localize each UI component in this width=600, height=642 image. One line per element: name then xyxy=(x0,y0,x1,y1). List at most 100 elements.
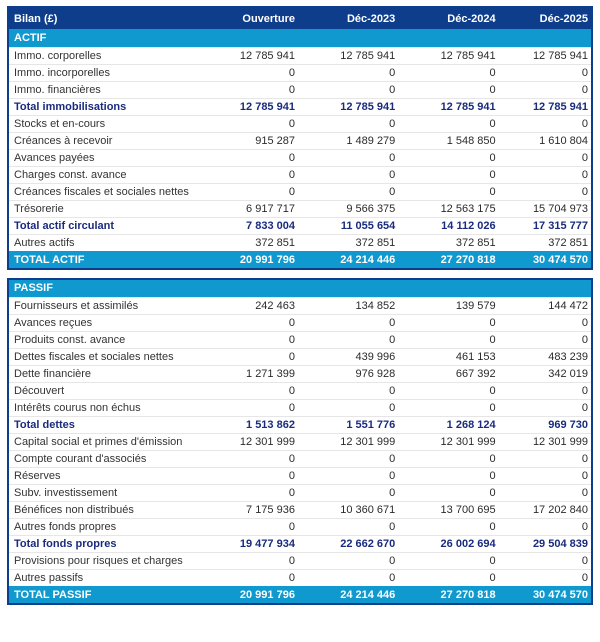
cell-value-dec-2025: 12 785 941 xyxy=(499,46,592,64)
table-row: Fournisseurs et assimilés 242 463 134 85… xyxy=(8,296,592,314)
total-value-dec-2023: 24 214 446 xyxy=(298,585,400,604)
cell-value-ouverture: 0 xyxy=(198,330,299,348)
header-row: Bilan (£) Ouverture Déc-2023 Déc-2024 Dé… xyxy=(8,7,592,29)
cell-value-dec-2024: 12 785 941 xyxy=(399,46,500,64)
cell-value-dec-2024: 0 xyxy=(399,63,500,81)
cell-value-dec-2025: 17 202 840 xyxy=(499,500,592,518)
cell-value-dec-2023: 0 xyxy=(298,466,400,484)
cell-value-ouverture: 242 463 xyxy=(198,296,299,314)
cell-value-ouverture: 0 xyxy=(198,165,299,183)
cell-value-dec-2023: 0 xyxy=(298,330,400,348)
table-row: Dettes fiscales et sociales nettes 0 439… xyxy=(8,347,592,365)
cell-value-dec-2024: 12 563 175 xyxy=(399,199,500,217)
cell-value-ouverture: 12 785 941 xyxy=(198,97,299,115)
cell-value-dec-2024: 461 153 xyxy=(399,347,500,365)
row-label: Total fonds propres xyxy=(8,534,199,552)
cell-value-dec-2023: 439 996 xyxy=(298,347,400,365)
cell-value-dec-2024: 0 xyxy=(399,148,500,166)
cell-value-dec-2024: 13 700 695 xyxy=(399,500,500,518)
table-row: Total dettes 1 513 862 1 551 776 1 268 1… xyxy=(8,415,592,433)
cell-value-ouverture: 0 xyxy=(198,517,299,535)
cell-value-ouverture: 0 xyxy=(198,466,299,484)
total-value-ouverture: 20 991 796 xyxy=(198,585,299,604)
cell-value-dec-2024: 0 xyxy=(399,568,500,586)
row-label: Créances fiscales et sociales nettes xyxy=(8,182,199,200)
cell-value-dec-2024: 0 xyxy=(399,80,500,98)
table-row: Compte courant d'associés 0 0 0 0 xyxy=(8,449,592,467)
cell-value-dec-2024: 0 xyxy=(399,381,500,399)
cell-value-dec-2025: 0 xyxy=(499,148,592,166)
total-value-dec-2025: 30 474 570 xyxy=(499,250,592,269)
row-label: Charges const. avance xyxy=(8,165,199,183)
cell-value-dec-2024: 26 002 694 xyxy=(399,534,500,552)
cell-value-ouverture: 1 271 399 xyxy=(198,364,299,382)
row-label: Réserves xyxy=(8,466,199,484)
table-row: Total actif circulant 7 833 004 11 055 6… xyxy=(8,216,592,234)
cell-value-dec-2025: 0 xyxy=(499,80,592,98)
cell-value-dec-2025: 15 704 973 xyxy=(499,199,592,217)
cell-value-dec-2024: 1 548 850 xyxy=(399,131,500,149)
column-header-ouverture: Ouverture xyxy=(198,7,299,29)
cell-value-dec-2025: 0 xyxy=(499,313,592,331)
cell-value-dec-2024: 0 xyxy=(399,466,500,484)
table-row: Avances payées 0 0 0 0 xyxy=(8,148,592,166)
cell-value-ouverture: 0 xyxy=(198,483,299,501)
row-label: Autres actifs xyxy=(8,233,199,251)
cell-value-ouverture: 7 175 936 xyxy=(198,500,299,518)
row-label: Découvert xyxy=(8,381,199,399)
cell-value-dec-2025: 17 315 777 xyxy=(499,216,592,234)
cell-value-dec-2025: 372 851 xyxy=(499,233,592,251)
balance-sheet-report: Bilan (£) Ouverture Déc-2023 Déc-2024 Dé… xyxy=(7,6,593,605)
row-label: Dettes fiscales et sociales nettes xyxy=(8,347,199,365)
row-label: Autres fonds propres xyxy=(8,517,199,535)
row-label: Immo. incorporelles xyxy=(8,63,199,81)
cell-value-ouverture: 915 287 xyxy=(198,131,299,149)
cell-value-dec-2023: 11 055 654 xyxy=(298,216,400,234)
cell-value-dec-2023: 0 xyxy=(298,148,400,166)
cell-value-dec-2023: 0 xyxy=(298,182,400,200)
cell-value-dec-2024: 667 392 xyxy=(399,364,500,382)
cell-value-dec-2024: 0 xyxy=(399,483,500,501)
balance-sheet-table-actif: Bilan (£) Ouverture Déc-2023 Déc-2024 Dé… xyxy=(7,6,593,270)
table-row: Intérêts courus non échus 0 0 0 0 xyxy=(8,398,592,416)
cell-value-dec-2025: 0 xyxy=(499,466,592,484)
cell-value-dec-2024: 0 xyxy=(399,449,500,467)
cell-value-dec-2025: 144 472 xyxy=(499,296,592,314)
row-label: Immo. financières xyxy=(8,80,199,98)
cell-value-dec-2023: 0 xyxy=(298,313,400,331)
cell-value-dec-2024: 0 xyxy=(399,398,500,416)
cell-value-dec-2024: 372 851 xyxy=(399,233,500,251)
cell-value-dec-2023: 12 785 941 xyxy=(298,97,400,115)
table-row: Subv. investissement 0 0 0 0 xyxy=(8,483,592,501)
section-gap xyxy=(7,270,593,278)
cell-value-ouverture: 0 xyxy=(198,63,299,81)
row-label: Autres passifs xyxy=(8,568,199,586)
cell-value-dec-2025: 0 xyxy=(499,568,592,586)
cell-value-dec-2025: 969 730 xyxy=(499,415,592,433)
table-row: Réserves 0 0 0 0 xyxy=(8,466,592,484)
cell-value-dec-2023: 12 301 999 xyxy=(298,432,400,450)
table-row: Capital social et primes d'émission 12 3… xyxy=(8,432,592,450)
cell-value-ouverture: 0 xyxy=(198,381,299,399)
table-row: Découvert 0 0 0 0 xyxy=(8,381,592,399)
section-band-passif: PASSIF xyxy=(8,279,592,297)
row-label: Total dettes xyxy=(8,415,199,433)
cell-value-dec-2023: 0 xyxy=(298,398,400,416)
table-row: Autres passifs 0 0 0 0 xyxy=(8,568,592,586)
cell-value-dec-2025: 0 xyxy=(499,114,592,132)
row-label: Provisions pour risques et charges xyxy=(8,551,199,569)
cell-value-ouverture: 6 917 717 xyxy=(198,199,299,217)
row-label: Fournisseurs et assimilés xyxy=(8,296,199,314)
table-row: Provisions pour risques et charges 0 0 0… xyxy=(8,551,592,569)
cell-value-dec-2023: 0 xyxy=(298,114,400,132)
row-label: Bénéfices non distribués xyxy=(8,500,199,518)
cell-value-dec-2024: 139 579 xyxy=(399,296,500,314)
cell-value-dec-2025: 29 504 839 xyxy=(499,534,592,552)
cell-value-dec-2025: 0 xyxy=(499,551,592,569)
table-row: Immo. financières 0 0 0 0 xyxy=(8,80,592,98)
cell-value-ouverture: 12 785 941 xyxy=(198,46,299,64)
cell-value-dec-2024: 1 268 124 xyxy=(399,415,500,433)
table-row: Avances reçues 0 0 0 0 xyxy=(8,313,592,331)
table-row: Dette financière 1 271 399 976 928 667 3… xyxy=(8,364,592,382)
cell-value-dec-2025: 483 239 xyxy=(499,347,592,365)
